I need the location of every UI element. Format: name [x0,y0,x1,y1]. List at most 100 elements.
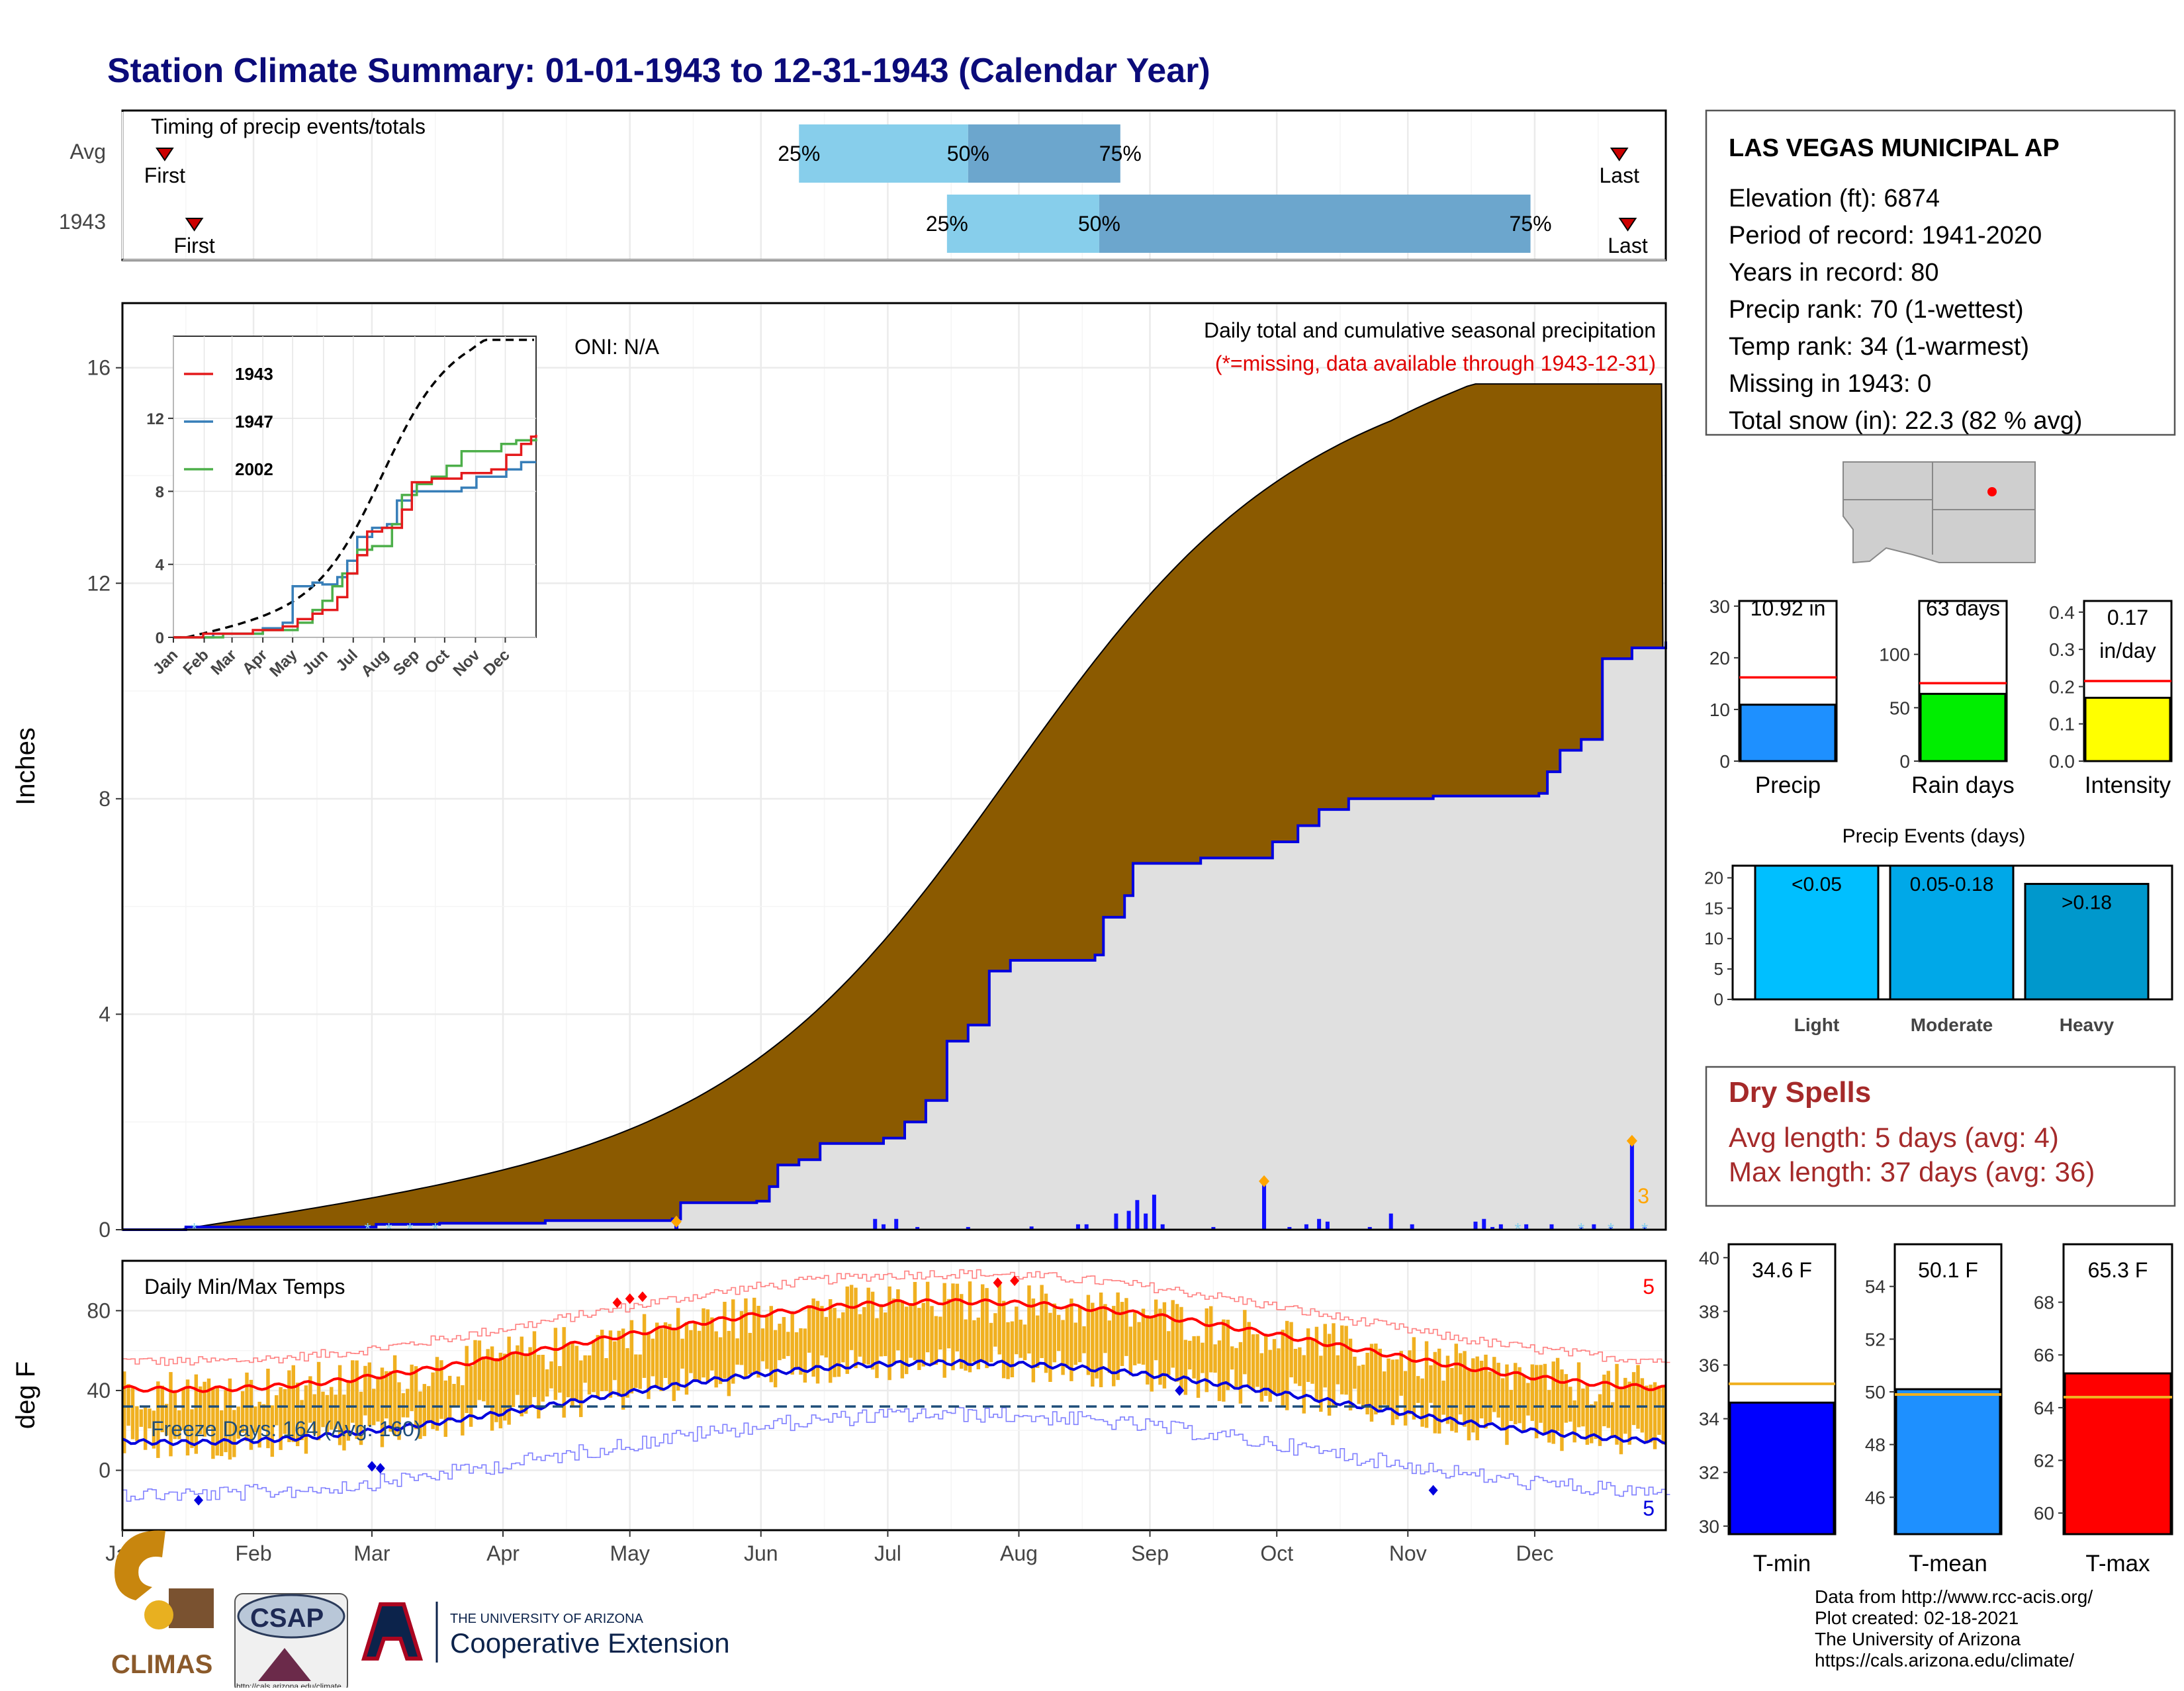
temp-summary-label: T-min [1753,1551,1811,1577]
inset-ytick-label: 12 [146,410,164,428]
daily-temp-range-bar [553,1328,558,1400]
summary-chart-label: Rain days [1911,772,2015,798]
precip-events-chart: Precip Events (days) 0 5 10 15 20 <0.05 Light 0… [1704,825,2173,1035]
timing-bar-50-75 [1099,195,1531,253]
daily-temp-range-bar [600,1330,604,1392]
daily-temp-range-bar [930,1306,934,1365]
daily-temp-range-bar [942,1283,946,1378]
daily-temp-range-bar [752,1297,756,1372]
timing-p50-label: 50% [1078,212,1120,236]
daily-temp-range-bar [570,1341,574,1406]
precip-ytick-label: 12 [87,571,111,595]
daily-temp-range-bar [1569,1387,1572,1422]
freeze-days-label: Freeze Days: 164 (Avg: 160) [151,1417,422,1441]
daily-temp-range-bar [465,1346,469,1414]
station-elevation: Elevation (ft): 6874 [1729,185,1940,212]
daily-temp-range-bar [545,1369,549,1397]
daily-temp-range-bar [1572,1400,1576,1443]
daily-temp-range-bar [1167,1331,1171,1375]
daily-temp-range-bar [617,1330,621,1397]
month-tick-label: Jun [744,1541,778,1565]
daily-temp-range-bar [1475,1356,1479,1441]
station-period: Period of record: 1941-2020 [1729,222,2042,250]
daily-temp-range-bar [334,1394,338,1430]
temp-summary-ytick-label: 64 [2034,1398,2054,1418]
climas-logo-block [169,1588,214,1628]
csap-logo-cloud [237,1594,345,1639]
timing-last-marker [1610,148,1629,161]
daily-temp-range-bar [828,1299,833,1383]
precip-ylabel: Inches [11,727,40,805]
daily-temp-range-bar [1576,1362,1581,1428]
month-tick-label: Sep [1131,1541,1169,1565]
daily-temp-range-bar [279,1387,283,1450]
daily-temp-range-bar [621,1328,625,1410]
summary-value-bar [1919,692,2007,762]
record-high-marker [625,1293,635,1304]
daily-temp-range-bar [794,1332,799,1370]
daily-temp-range-bar [951,1283,955,1371]
daily-temp-range-bar [891,1299,896,1365]
daily-precip-bar [1287,1226,1292,1230]
daily-temp-range-bar [1201,1342,1205,1373]
daily-temp-range-bar [1450,1367,1454,1432]
daily-temp-range-bar [1513,1363,1518,1424]
timing-first-marker [156,148,174,161]
daily-temp-range-bar [909,1304,913,1358]
daily-temp-range-bar [224,1390,228,1453]
daily-temp-range-bar [837,1318,841,1377]
ua-logo-block-a [361,1602,424,1661]
daily-temp-range-bar [1314,1326,1319,1401]
daily-temp-range-bar [1310,1338,1314,1384]
daily-temp-range-bar [139,1409,143,1427]
record-low-marker [194,1494,204,1506]
daily-temp-range-bar [608,1330,613,1398]
daily-temp-range-bar [1132,1312,1137,1365]
daily-temp-range-bar [330,1387,334,1430]
daily-temp-range-bar [1530,1364,1534,1421]
daily-temp-range-bar [1479,1360,1484,1419]
daily-temp-range-bar [406,1389,410,1418]
daily-temp-range-bar [946,1299,951,1349]
daily-temp-range-bar [887,1286,891,1381]
daily-temp-range-bar [338,1365,342,1445]
daily-temp-range-bar [815,1301,820,1384]
daily-temp-range-bar [1467,1368,1471,1441]
timing-bar-50-75 [968,124,1120,183]
daily-temp-range-bar [1086,1295,1091,1375]
daily-temp-range-bar [1344,1326,1348,1395]
precip-ytick-label: 16 [87,356,111,380]
timing-p75-label: 75% [1099,142,1142,165]
daily-precip-bar [1524,1224,1529,1230]
daily-temp-range-bar [401,1393,406,1418]
daily-precip-bar [1075,1224,1080,1230]
dry-spells-box: Dry Spells Avg length: 5 days (avg: 4) M… [1705,1066,2176,1207]
daily-temp-range-bar [1526,1383,1530,1416]
daily-temp-range-bar [516,1345,520,1395]
month-tick-label: Nov [1389,1541,1427,1565]
daily-temp-range-bar [498,1352,503,1429]
daily-temp-range-bar [541,1355,545,1402]
inset-legend-label: 2002 [235,459,273,479]
ua-logo: THE UNIVERSITY OF ARIZONA Cooperative Ex… [361,1602,730,1663]
daily-temp-range-bar [397,1382,401,1440]
daily-temp-range-bar [1645,1385,1649,1444]
daily-temp-range-bar [240,1391,245,1433]
daily-temp-range-bar [253,1406,257,1432]
record-high-marker [612,1297,622,1308]
daily-temp-range-bar [921,1303,925,1367]
ua-logo-small-text: THE UNIVERSITY OF ARIZONA [450,1612,644,1626]
temp-summary-value-text: 34.6 F [1752,1258,1812,1282]
daily-temp-range-bar [592,1340,596,1393]
daily-temp-range-bar [1015,1306,1019,1355]
year-cumulative-precip-area [122,641,1666,1230]
daily-temp-range-bar [1602,1374,1606,1426]
timing-p25-label: 25% [778,142,820,165]
daily-temp-range-bar [1213,1344,1217,1373]
daily-temp-range-bar [1631,1372,1636,1426]
daily-precip-bar [1482,1218,1486,1230]
daily-temp-range-bar [934,1316,938,1365]
daily-temp-range-bar [820,1306,824,1355]
timing-last-marker [1618,218,1637,232]
daily-temp-range-bar [206,1378,211,1429]
